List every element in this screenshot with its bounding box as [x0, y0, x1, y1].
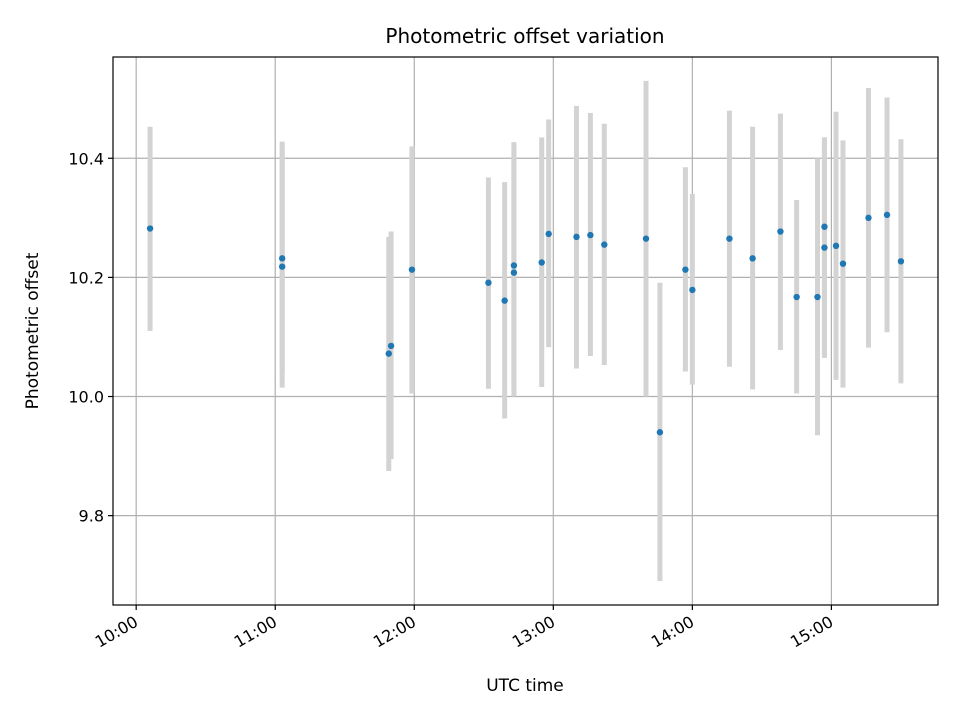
- data-point: [408, 266, 416, 273]
- data-point: [501, 297, 508, 304]
- data-point: [793, 293, 800, 301]
- data-point: [485, 279, 492, 286]
- data-point: [278, 263, 286, 270]
- data-point: [865, 214, 872, 222]
- plot-frame: [112, 56, 939, 606]
- data-point: [897, 258, 905, 265]
- y-tick-label: 9.8: [79, 507, 104, 526]
- y-tick-label: 10.0: [68, 388, 104, 407]
- data-point: [821, 223, 828, 230]
- y-tick-label: 10.2: [68, 268, 104, 287]
- y-axis-title: Photometric offset: [23, 252, 43, 409]
- data-point: [682, 266, 689, 273]
- data-point: [510, 269, 518, 276]
- data-point: [839, 260, 847, 267]
- data-point: [573, 233, 580, 241]
- data-point: [278, 255, 286, 262]
- data-point: [545, 230, 552, 238]
- data-point: [656, 429, 664, 436]
- x-axis-title: UTC time: [486, 676, 564, 696]
- data-point: [832, 242, 840, 250]
- data-point: [814, 293, 821, 301]
- data-point: [510, 262, 518, 269]
- y-tick-label: 10.4: [68, 149, 104, 168]
- y-axis: 9.8 10.0 10.2 10.4: [68, 149, 113, 526]
- data-point: [883, 211, 891, 219]
- data-point: [642, 235, 650, 242]
- data-point: [689, 286, 696, 294]
- data-point: [146, 225, 154, 232]
- data-point: [777, 228, 784, 235]
- data-point: [587, 231, 594, 239]
- data-markers: [146, 211, 905, 436]
- data-point: [387, 342, 395, 350]
- data-point: [821, 244, 828, 251]
- data-point: [601, 241, 608, 248]
- data-point: [538, 259, 545, 266]
- data-point: [749, 255, 756, 262]
- data-point: [385, 350, 392, 357]
- chart-title: Photometric offset variation: [385, 24, 664, 48]
- data-point: [726, 235, 733, 242]
